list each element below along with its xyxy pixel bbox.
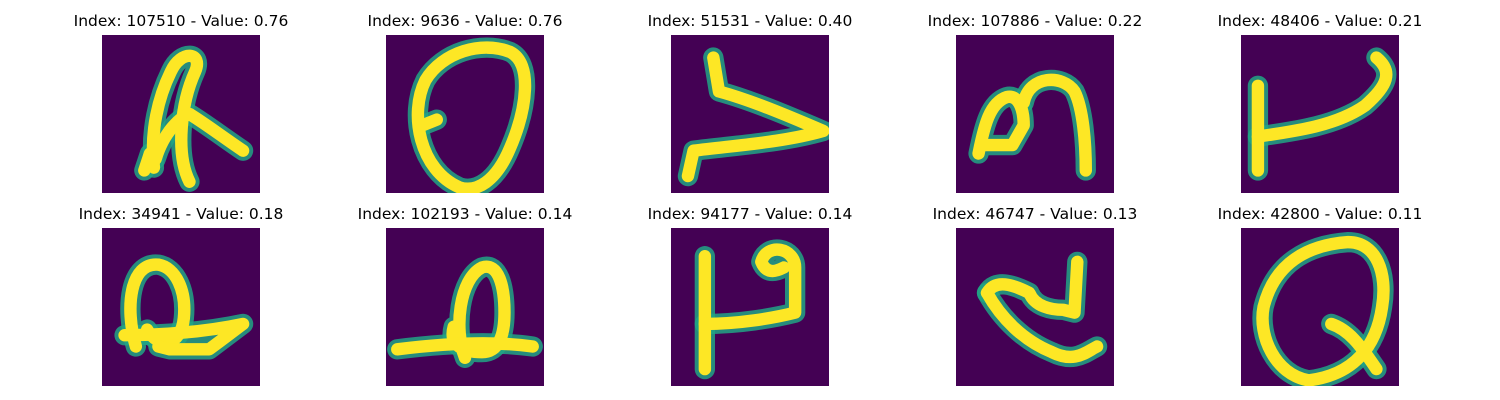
digit-image-svg: [102, 228, 260, 386]
digit-image: [102, 228, 260, 386]
digit-image: [102, 35, 260, 193]
grid-panel: Index: 46747 - Value: 0.13: [893, 203, 1177, 388]
digit-image-svg: [386, 228, 544, 386]
handwritten-stroke: [681, 51, 829, 183]
panel-title: Index: 102193 - Value: 0.14: [357, 205, 573, 223]
panel-title: Index: 51531 - Value: 0.40: [647, 12, 853, 30]
grid-panel: Index: 34941 - Value: 0.18: [39, 203, 323, 388]
panel-title: Index: 34941 - Value: 0.18: [78, 205, 284, 223]
handwritten-stroke: [124, 258, 191, 353]
digit-image-svg: [956, 228, 1114, 386]
digit-image-svg: [102, 35, 260, 193]
handwritten-stroke: [446, 260, 511, 364]
grid-panel: Index: 107886 - Value: 0.22: [893, 10, 1177, 195]
digit-image: [386, 35, 544, 193]
grid-panel: Index: 9636 - Value: 0.76: [323, 10, 607, 195]
digit-image: [1241, 35, 1399, 193]
grid-panel: Index: 94177 - Value: 0.14: [608, 203, 892, 388]
handwritten-stroke: [1251, 51, 1393, 143]
panel-title: Index: 48406 - Value: 0.21: [1217, 12, 1423, 30]
digit-image: [1241, 228, 1399, 386]
digit-image: [671, 228, 829, 386]
panel-title: Index: 94177 - Value: 0.14: [647, 205, 853, 223]
digit-image: [956, 228, 1114, 386]
digit-image-svg: [386, 35, 544, 193]
digit-image: [386, 228, 544, 386]
digit-image-svg: [671, 35, 829, 193]
digit-image: [956, 35, 1114, 193]
panel-title: Index: 107510 - Value: 0.76: [73, 12, 289, 30]
handwritten-stroke: [1256, 235, 1390, 386]
handwritten-stroke: [1017, 73, 1092, 177]
digit-image-svg: [671, 228, 829, 386]
panel-title: Index: 42800 - Value: 0.11: [1217, 205, 1423, 223]
digit-image: [671, 35, 829, 193]
digit-image-svg: [1241, 228, 1399, 386]
handwritten-stroke: [416, 113, 443, 132]
handwritten-stroke: [698, 243, 802, 331]
digit-image-svg: [956, 35, 1114, 193]
grid-panel: Index: 102193 - Value: 0.14: [323, 203, 607, 388]
handwritten-stroke: [1325, 317, 1383, 376]
grid-panel: Index: 48406 - Value: 0.21: [1178, 10, 1462, 195]
handwritten-stroke: [138, 107, 250, 177]
handwritten-stroke: [972, 90, 1030, 160]
handwritten-stroke: [980, 255, 1084, 319]
grid-panel: Index: 107510 - Value: 0.76: [39, 10, 323, 195]
handwritten-stroke: [118, 317, 250, 356]
grid-panel: Index: 51531 - Value: 0.40: [608, 10, 892, 195]
handwritten-stroke: [146, 49, 204, 188]
grid-panel: Index: 42800 - Value: 0.11: [1178, 203, 1462, 388]
panel-title: Index: 9636 - Value: 0.76: [367, 12, 563, 30]
digit-image-svg: [1241, 35, 1399, 193]
handwritten-stroke: [391, 337, 539, 356]
handwritten-stroke: [980, 286, 1104, 364]
panel-title: Index: 107886 - Value: 0.22: [927, 12, 1143, 30]
panel-title: Index: 46747 - Value: 0.13: [932, 205, 1138, 223]
